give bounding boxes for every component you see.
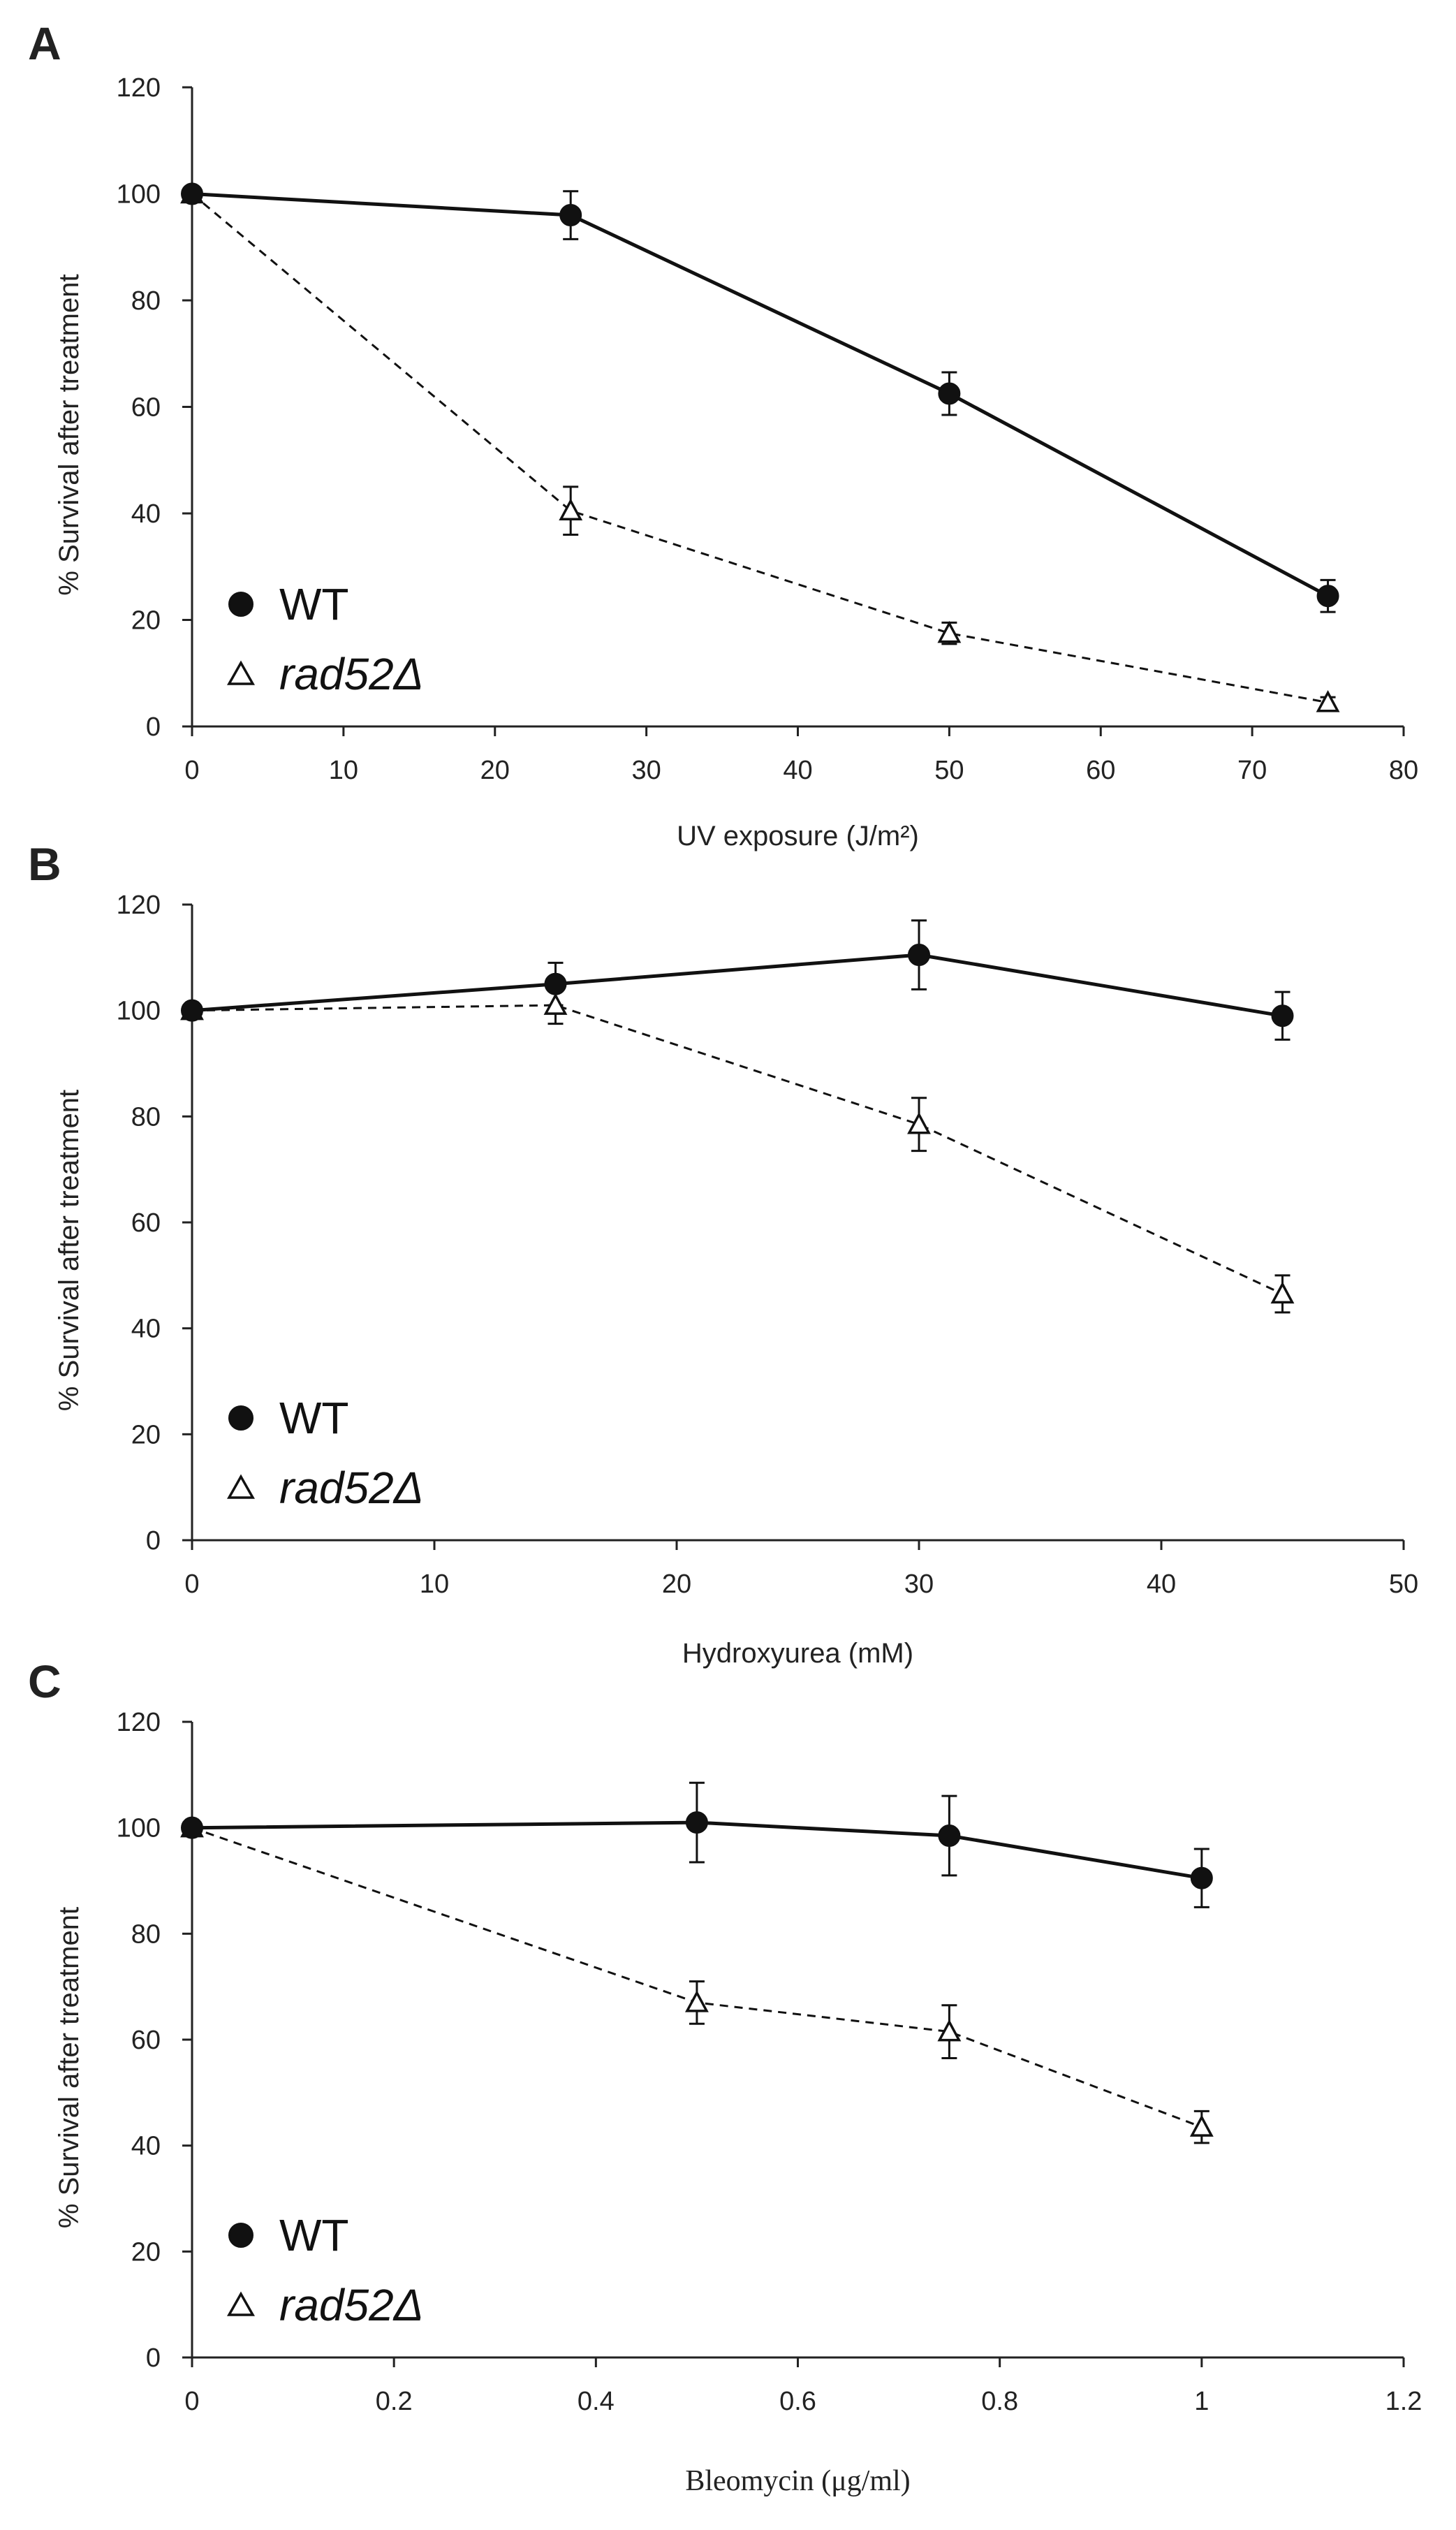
y-tick-label: 0 xyxy=(146,2343,161,2373)
rad52-point xyxy=(684,1990,709,2012)
y-tick-label: 60 xyxy=(131,2026,161,2055)
y-tick-label: 20 xyxy=(131,606,161,636)
x-tick-label: 20 xyxy=(662,1570,691,1599)
y-axis-title: % Survival after treatment xyxy=(54,1907,84,2228)
x-tick-label: 30 xyxy=(904,1570,934,1599)
legend-rad52-label: rad52Δ xyxy=(279,1463,424,1513)
x-tick-label: 1 xyxy=(1194,2387,1209,2416)
panel-letter-a: A xyxy=(28,17,61,69)
x-tick-label: 0.2 xyxy=(376,2387,413,2416)
panel-a-chart: 0 20 40 60 80 100 120 0 10 20 30 40 50 60 70 80 UV expos… xyxy=(54,73,1418,851)
x-tick-label: 0.8 xyxy=(981,2387,1018,2416)
x-tick-label: 30 xyxy=(631,756,661,785)
y-tick-label: 100 xyxy=(117,997,161,1026)
legend-wt-label: WT xyxy=(279,579,349,629)
x-axis-title: Hydroxyurea (mM) xyxy=(682,1638,913,1669)
panel-letter-c: C xyxy=(28,1655,61,1707)
rad52-point xyxy=(937,2019,962,2042)
legend-rad52-marker xyxy=(226,2291,256,2316)
wt-point xyxy=(181,1816,203,1839)
x-tick-label: 10 xyxy=(420,1570,449,1599)
rad52-point xyxy=(1270,1281,1295,1304)
wt-point xyxy=(1190,1866,1213,1889)
rad52-point xyxy=(907,1112,931,1134)
legend-wt-label: WT xyxy=(279,1393,349,1443)
y-axis-title: % Survival after treatment xyxy=(54,1090,84,1411)
x-axis-title: Bleomycin (μg/ml) xyxy=(685,2465,910,2497)
rad52-point xyxy=(1316,689,1340,712)
y-tick-label: 100 xyxy=(117,1814,161,1843)
y-axis-title: % Survival after treatment xyxy=(54,274,84,595)
wt-series-line xyxy=(191,953,1283,1018)
panel-c-chart: 0 20 40 60 80 100 120 0 0.2 0.4 0.6 0.8 1 1.2 Bleomyci… xyxy=(54,1708,1422,2497)
wt-series-line xyxy=(191,192,1329,598)
y-tick-label: 120 xyxy=(117,1708,161,1737)
y-tick-label: 80 xyxy=(131,286,161,316)
x-tick-label: 0 xyxy=(184,756,199,785)
rad52-point xyxy=(559,498,583,520)
rad52-point xyxy=(543,993,568,1015)
wt-point xyxy=(908,944,930,967)
x-tick-label: 0.6 xyxy=(779,2387,816,2416)
legend-rad52-label: rad52Δ xyxy=(279,649,424,699)
wt-point xyxy=(938,1825,961,1848)
x-tick-label: 0 xyxy=(184,2387,199,2416)
y-tick-label: 60 xyxy=(131,1208,161,1238)
x-tick-label: 0.4 xyxy=(578,2387,615,2416)
rad52-series-line xyxy=(191,1827,1203,2128)
y-tick-label: 40 xyxy=(131,499,161,529)
legend-rad52-marker xyxy=(226,660,256,685)
rad52-series-line xyxy=(191,193,1328,704)
wt-point xyxy=(181,999,203,1022)
x-tick-label: 50 xyxy=(934,756,964,785)
wt-point xyxy=(181,182,203,205)
rad52-series-line xyxy=(191,1004,1284,1295)
wt-series-line xyxy=(191,1820,1203,1880)
panel-b-chart: 0 20 40 60 80 100 120 0 10 20 30 40 50 Hydroxyurea (m… xyxy=(54,891,1418,1669)
y-tick-label: 120 xyxy=(117,73,161,103)
y-tick-label: 80 xyxy=(131,1102,161,1132)
legend-rad52-label: rad52Δ xyxy=(279,2280,424,2330)
x-tick-label: 10 xyxy=(329,756,358,785)
wt-point xyxy=(1271,1004,1294,1028)
legend-wt-marker xyxy=(228,592,253,617)
x-tick-label: 20 xyxy=(480,756,510,785)
x-tick-label: 70 xyxy=(1237,756,1267,785)
y-tick-label: 80 xyxy=(131,1920,161,1949)
legend-wt-marker xyxy=(228,1405,253,1431)
y-tick-label: 40 xyxy=(131,2132,161,2161)
panel-letter-b: B xyxy=(28,838,61,890)
wt-point xyxy=(559,204,582,226)
y-tick-label: 0 xyxy=(146,1526,161,1556)
x-tick-label: 60 xyxy=(1086,756,1115,785)
rad52-point xyxy=(937,620,962,643)
legend-wt-marker xyxy=(228,2223,253,2248)
y-tick-label: 40 xyxy=(131,1315,161,1344)
y-tick-label: 60 xyxy=(131,393,161,423)
x-tick-label: 0 xyxy=(184,1570,199,1599)
x-tick-label: 50 xyxy=(1389,1570,1418,1599)
wt-point xyxy=(938,382,961,405)
legend-rad52-marker xyxy=(226,1474,256,1499)
rad52-point xyxy=(1189,2114,1214,2137)
y-tick-label: 100 xyxy=(117,180,161,210)
wt-point xyxy=(685,1811,708,1834)
x-axis-title: UV exposure (J/m²) xyxy=(677,821,919,851)
y-tick-label: 0 xyxy=(146,712,161,742)
x-tick-label: 80 xyxy=(1389,756,1418,785)
wt-point xyxy=(544,972,567,995)
legend-wt-label: WT xyxy=(279,2210,349,2260)
x-tick-label: 1.2 xyxy=(1385,2387,1422,2416)
y-tick-label: 20 xyxy=(131,1420,161,1449)
wt-point xyxy=(1316,585,1339,608)
y-tick-label: 120 xyxy=(117,891,161,920)
x-tick-label: 40 xyxy=(1147,1570,1176,1599)
x-tick-label: 40 xyxy=(783,756,812,785)
y-tick-label: 20 xyxy=(131,2237,161,2267)
